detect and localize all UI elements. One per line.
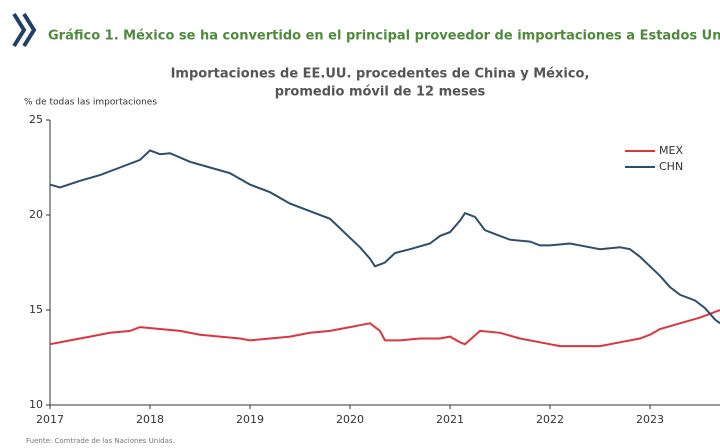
x-tick-label: 2023 (636, 413, 664, 426)
y-tick-label: 20 (29, 208, 43, 221)
x-tick-label: 2018 (136, 413, 164, 426)
header: Gráfico 1. México se ha convertido en el… (48, 29, 720, 44)
chart-title: Importaciones de EE.UU. procedentes de C… (171, 67, 590, 82)
x-tick-label: 2020 (336, 413, 364, 426)
chart-subtitle: promedio móvil de 12 meses (275, 85, 486, 100)
legend-label: CHN (659, 160, 683, 173)
x-tick-label: 2022 (536, 413, 564, 426)
logo (12, 12, 37, 48)
source: Fuente: Comtrade de las Naciones Unidas. (26, 437, 175, 445)
y-axis-label: % de todas las importaciones (24, 98, 157, 108)
y-tick-label: 15 (29, 303, 43, 316)
series-line (49, 149, 720, 325)
series-line (49, 309, 720, 348)
x-tick-label: 2019 (236, 413, 264, 426)
legend-label: MEX (659, 144, 683, 157)
x-tick-label: 2017 (36, 413, 64, 426)
y-tick-label: 25 (29, 113, 43, 126)
x-tick-label: 2021 (436, 413, 464, 426)
y-tick-label: 10 (29, 398, 43, 411)
